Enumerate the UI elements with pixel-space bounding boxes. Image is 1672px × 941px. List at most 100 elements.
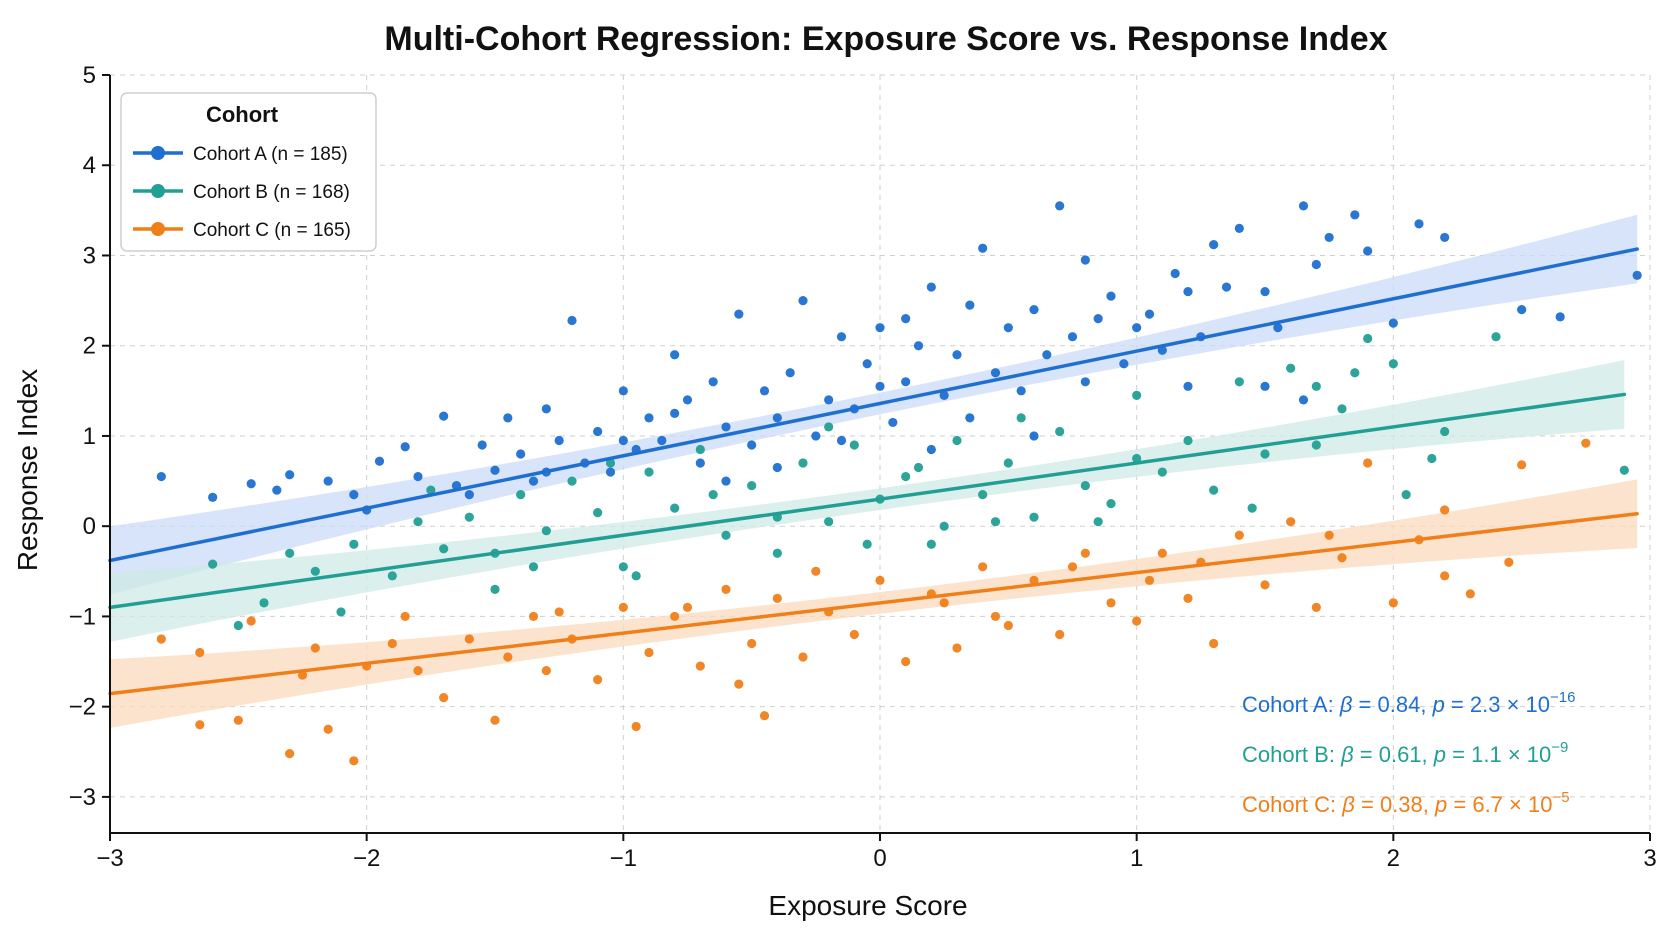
annotation-comma: , <box>1422 742 1434 767</box>
data-point-series-2 <box>439 544 449 554</box>
annotation-times: × 10 <box>1500 692 1550 717</box>
data-point-series-2 <box>605 458 616 468</box>
data-point-series-1 <box>1260 381 1270 391</box>
data-point-series-1 <box>1080 255 1090 265</box>
data-point-series-2 <box>1350 368 1360 378</box>
data-point-series-1 <box>1298 395 1309 405</box>
data-point-series-3 <box>849 629 859 640</box>
annotation-cohort: Cohort A <box>1242 692 1328 717</box>
y-axis-title: Response Index <box>12 369 43 571</box>
data-point-series-1 <box>1209 240 1219 250</box>
data-point-series-1 <box>785 368 795 378</box>
data-point-series-3 <box>1286 517 1296 527</box>
data-point-series-1 <box>644 413 654 423</box>
data-point-series-2 <box>1388 359 1398 369</box>
data-point-series-3 <box>747 638 757 649</box>
annotation-p-exponent: −5 <box>1552 789 1569 806</box>
data-point-series-3 <box>1363 458 1373 468</box>
data-point-series-1 <box>1080 377 1090 387</box>
annotation-cohort: Cohort C <box>1242 792 1330 817</box>
data-point-series-1 <box>926 444 936 455</box>
data-point-series-3 <box>1132 616 1142 626</box>
data-point-series-1 <box>1003 323 1013 333</box>
data-point-series-3 <box>439 693 449 703</box>
annotation-beta-value: 0.38 <box>1380 792 1423 817</box>
y-tick-label: 2 <box>83 333 96 360</box>
data-point-series-3 <box>1337 553 1347 563</box>
data-point-series-1 <box>554 435 564 446</box>
data-point-series-2 <box>1016 413 1026 423</box>
data-point-series-2 <box>978 490 988 500</box>
data-point-series-1 <box>836 435 847 446</box>
data-point-series-1 <box>618 386 628 396</box>
legend-entry-1: Cohort A (n = 185) <box>193 144 348 165</box>
data-point-series-3 <box>593 674 603 685</box>
data-point-series-2 <box>1029 512 1039 522</box>
data-point-series-3 <box>528 611 539 622</box>
data-point-series-2 <box>1363 333 1373 344</box>
data-point-series-2 <box>926 539 936 549</box>
data-point-series-3 <box>1144 575 1155 585</box>
data-point-series-1 <box>1363 246 1373 256</box>
data-point-series-1 <box>1042 350 1052 360</box>
x-tick-label: −3 <box>96 845 123 872</box>
data-point-series-2 <box>849 440 859 450</box>
data-point-series-1 <box>1055 201 1065 211</box>
stats-annotations: Cohort A: β = 0.84, p = 2.3 × 10−16Cohor… <box>1242 689 1575 817</box>
data-point-series-3 <box>1080 548 1090 558</box>
data-point-series-3 <box>682 602 693 613</box>
data-point-series-2 <box>310 566 320 576</box>
data-point-series-2 <box>541 526 551 536</box>
data-point-series-2 <box>1427 453 1437 464</box>
data-point-series-3 <box>875 575 885 585</box>
annotation-beta-value: 0.61 <box>1379 742 1422 767</box>
data-point-series-2 <box>670 503 680 513</box>
data-point-series-2 <box>1311 381 1321 391</box>
y-tick-label: 1 <box>83 423 96 450</box>
data-point-series-2 <box>1157 467 1167 477</box>
data-point-series-2 <box>1337 404 1347 414</box>
data-point-series-1 <box>1170 268 1180 279</box>
data-point-series-1 <box>901 314 911 324</box>
data-point-series-2 <box>1106 499 1116 509</box>
data-point-series-1 <box>400 442 410 452</box>
data-point-series-3 <box>734 679 744 689</box>
data-point-series-1 <box>1632 270 1642 280</box>
data-point-series-1 <box>1221 282 1232 292</box>
annotation-eq: = <box>1447 792 1472 817</box>
data-point-series-1 <box>759 386 770 396</box>
data-point-series-1 <box>1183 381 1193 391</box>
data-point-series-3 <box>1465 589 1475 599</box>
data-point-series-1 <box>1183 286 1193 297</box>
data-point-series-1 <box>772 413 782 423</box>
data-point-series-2 <box>490 584 500 594</box>
data-point-series-3 <box>721 584 731 594</box>
data-point-series-1 <box>772 462 782 473</box>
data-point-series-1 <box>1273 323 1283 333</box>
data-point-series-2 <box>336 607 346 617</box>
annotation-eq: = <box>1446 742 1471 767</box>
data-point-series-3 <box>952 643 962 653</box>
data-point-series-1 <box>888 417 898 428</box>
x-tick-label: 2 <box>1387 845 1400 872</box>
data-point-series-2 <box>618 562 628 572</box>
data-point-series-1 <box>721 476 731 486</box>
data-point-series-2 <box>1003 458 1013 468</box>
data-point-series-2 <box>208 559 218 569</box>
data-point-series-1 <box>464 490 474 500</box>
data-point-series-3 <box>554 607 564 617</box>
data-point-series-1 <box>1106 291 1116 301</box>
legend: Cohort Cohort A (n = 185) Cohort B (n = 16… <box>120 92 377 252</box>
data-point-series-3 <box>1440 571 1450 581</box>
data-point-series-3 <box>387 638 397 649</box>
data-point-series-1 <box>875 381 885 391</box>
data-point-series-1 <box>695 458 705 468</box>
data-point-series-3 <box>413 665 423 676</box>
data-point-series-1 <box>1144 309 1155 319</box>
data-point-series-1 <box>747 440 757 450</box>
data-point-series-3 <box>618 602 628 613</box>
data-point-series-2 <box>1260 449 1270 459</box>
data-point-series-1 <box>1067 332 1078 342</box>
data-point-series-1 <box>965 300 975 310</box>
data-point-series-1 <box>1298 201 1309 211</box>
